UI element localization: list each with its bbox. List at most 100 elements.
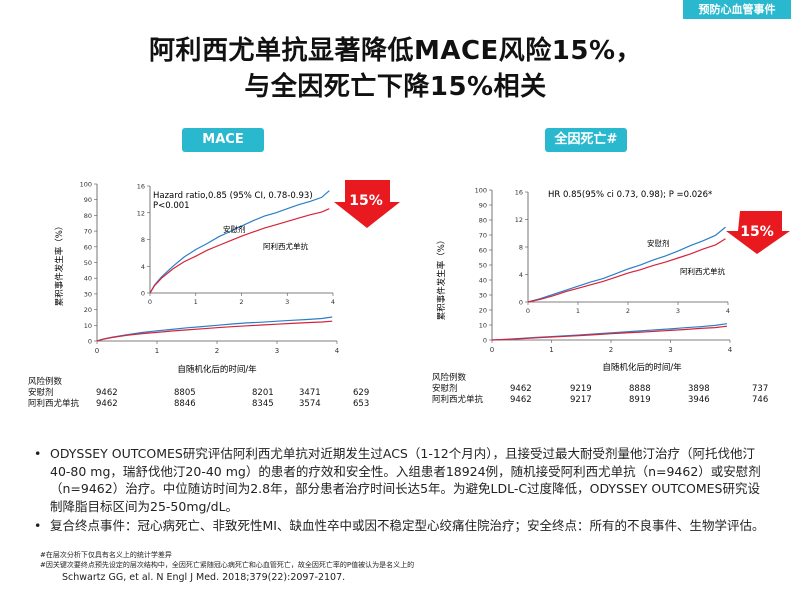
placebo-curve-inset: [527, 226, 726, 303]
risk-cell: 3946: [688, 395, 710, 405]
risk-cell: 9462: [96, 399, 118, 409]
risk-cell: 3574: [299, 399, 321, 409]
inset-y-tick-label: 8: [519, 244, 523, 252]
y-tick-label: 30: [84, 290, 92, 298]
category-tag: 预防心血管事件: [683, 0, 791, 19]
reference: Schwartz GG, et al. N Engl J Med. 2018;3…: [62, 572, 346, 583]
risk-cell: 9217: [570, 395, 592, 405]
all-cause-death-risk-table: 风险例数 安慰剂 9462 9219 8888 3898 737 阿利西尤单抗 …: [432, 373, 782, 406]
inset-x-tick-label: 2: [626, 307, 630, 315]
study-description: ODYSSEY OUTCOMES研究评估阿利西尤单抗对近期发生过ACS（1-12…: [28, 445, 768, 537]
alirocumab-curve-inset: [149, 208, 330, 294]
hr-stats-line-1: HR 0.85(95% ci 0.73, 0.98); P =0.026*: [548, 190, 712, 200]
bullet-study-design: ODYSSEY OUTCOMES研究评估阿利西尤单抗对近期发生过ACS（1-12…: [28, 445, 768, 515]
inset-y-tick-label: 0: [141, 290, 145, 298]
mace-risk-table: 风险例数 安慰剂 9462 8805 8201 3471 629 阿利西尤单抗 …: [28, 377, 428, 410]
inset-x-tick-label: 2: [239, 298, 243, 306]
risk-row-placebo: 安慰剂 9462 8805 8201 3471 629: [28, 388, 428, 399]
y-tick-label: 80: [84, 212, 92, 220]
alirocumab-series-label: 阿利西尤单抗: [680, 266, 725, 276]
y-tick-label: 0: [483, 337, 487, 345]
inset-y-tick-label: 16: [515, 189, 523, 197]
alirocumab-series-label: 阿利西尤单抗: [263, 241, 308, 251]
risk-cell: 9219: [570, 384, 592, 394]
inset-x-tick-label: 4: [726, 307, 730, 315]
y-tick-label: 90: [479, 202, 487, 210]
alirocumab-curve-main: [491, 325, 728, 341]
x-axis-label: 自随机化后的时间/年: [177, 364, 257, 375]
footnote-2: #因关键次要终点预先设定的层次结构中，全因死亡紧随冠心病死亡和心血管死亡，故全因…: [40, 561, 415, 569]
x-tick-label: 3: [275, 347, 279, 355]
y-axis-label: 累积事件发生率（%）: [54, 222, 65, 307]
inset-y-tick-label: 16: [137, 183, 145, 191]
risk-header: 风险例数: [432, 373, 467, 383]
y-tick-label: 70: [479, 232, 487, 240]
y-tick-label: 90: [84, 196, 92, 204]
risk-cell: 3898: [688, 384, 710, 394]
y-tick-label: 30: [479, 292, 487, 300]
risk-cell: 8805: [174, 388, 196, 398]
risk-row-label: 阿利西尤单抗: [432, 395, 484, 405]
risk-cell: 9462: [510, 395, 532, 405]
y-tick-label: 80: [479, 217, 487, 225]
x-tick-label: 0: [95, 347, 99, 355]
x-tick-label: 0: [490, 346, 494, 354]
risk-row-placebo: 安慰剂 9462 9219 8888 3898 737: [432, 384, 782, 395]
inset-x-tick-label: 3: [676, 307, 680, 315]
risk-cell: 9462: [510, 384, 532, 394]
alirocumab-curve-main: [96, 320, 333, 342]
risk-row-alirocumab: 阿利西尤单抗 9462 9217 8919 3946 746: [432, 395, 782, 406]
risk-header: 风险例数: [28, 377, 63, 387]
y-tick-label: 40: [479, 277, 487, 285]
risk-cell: 8888: [629, 384, 651, 394]
y-tick-label: 50: [479, 262, 487, 270]
reduction-badge-text: 15%: [349, 193, 383, 209]
hr-stats-line-2: P<0.001: [153, 201, 190, 211]
risk-cell: 8919: [629, 395, 651, 405]
reduction-badge-text: 15%: [740, 224, 774, 240]
risk-row-label: 安慰剂: [432, 384, 458, 394]
inset-y-tick-label: 0: [519, 299, 523, 307]
placebo-curve-main: [491, 323, 728, 341]
mace-pill: MACE: [182, 128, 264, 152]
y-tick-label: 10: [84, 322, 92, 330]
all-cause-death-pill: 全因死亡#: [545, 128, 627, 152]
x-tick-label: 2: [215, 347, 219, 355]
y-tick-label: 40: [84, 275, 92, 283]
y-tick-label: 60: [479, 247, 487, 255]
inset-x-tick-label: 0: [526, 307, 530, 315]
inset-y-tick-label: 8: [141, 236, 145, 244]
placebo-series-label: 安慰剂: [223, 224, 246, 234]
risk-cell: 746: [752, 395, 769, 405]
y-tick-label: 0: [88, 338, 92, 346]
x-tick-label: 3: [668, 346, 672, 354]
footnote-1: #在层次分析下仅具有名义上的统计学差异: [40, 551, 172, 559]
inset-y-tick-label: 4: [141, 263, 145, 271]
placebo-curve-inset: [149, 190, 330, 294]
inset-y-tick-label: 4: [519, 271, 523, 279]
inset-x-tick-label: 3: [285, 298, 289, 306]
x-tick-label: 4: [335, 347, 340, 355]
risk-cell: 8345: [252, 399, 274, 409]
inset-y-tick-label: 12: [515, 216, 523, 224]
risk-cell: 737: [752, 384, 769, 394]
placebo-series-label: 安慰剂: [647, 238, 670, 248]
y-tick-label: 100: [475, 187, 487, 195]
y-axis-label: 累积事件发生率（%）: [436, 236, 447, 321]
risk-cell: 9462: [96, 388, 118, 398]
risk-cell: 8201: [252, 388, 274, 398]
x-tick-label: 4: [728, 346, 733, 354]
y-tick-label: 20: [479, 307, 487, 315]
x-tick-label: 1: [155, 347, 159, 355]
placebo-curve-main: [96, 316, 333, 342]
inset-x-tick-label: 1: [194, 298, 198, 306]
x-tick-label: 2: [609, 346, 613, 354]
y-tick-label: 20: [84, 306, 92, 314]
reduction-badge: 15%: [334, 180, 400, 228]
risk-cell: 3471: [299, 388, 321, 398]
inset-x-tick-label: 1: [576, 307, 580, 315]
slide-title-line-1: 阿利西尤单抗显著降低MACE风险15%，: [148, 36, 643, 66]
y-tick-label: 70: [84, 228, 92, 236]
inset-x-tick-label: 4: [331, 298, 335, 306]
y-tick-label: 50: [84, 259, 92, 267]
